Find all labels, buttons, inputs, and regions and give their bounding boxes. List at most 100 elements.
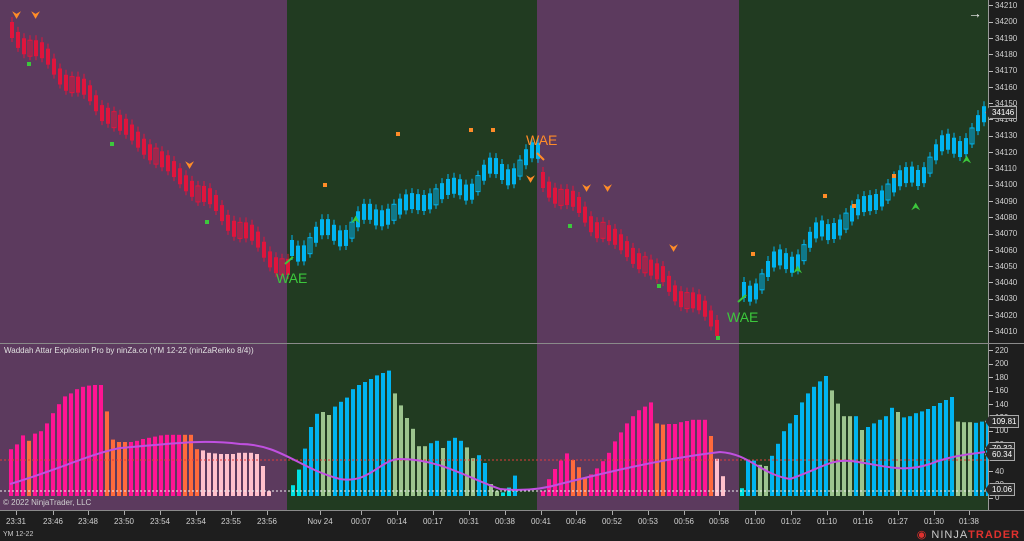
- candle: [446, 178, 450, 195]
- candle: [772, 251, 776, 268]
- candle: [530, 142, 534, 159]
- indicator-value-tag: 109.81: [985, 415, 1020, 428]
- time-label: 01:30: [923, 517, 945, 526]
- candle: [307, 237, 313, 255]
- candlestick-chart[interactable]: ⮟ ⮟ ⮟ ⮟ ⮟ ⮟ ⮟ ⮝ ⮝ ⮝ ⮝: [0, 0, 988, 343]
- scroll-to-latest-arrow-icon[interactable]: →: [968, 5, 982, 21]
- price-axis[interactable]: 34210 34200 34190 34180 34170 34160 34150 34140…: [985, 0, 1024, 343]
- price-tick: 34080: [989, 213, 1017, 222]
- indicator-tick: 220: [989, 346, 1008, 355]
- candle: [166, 155, 170, 172]
- time-tick-mark: [88, 511, 89, 515]
- candle: [976, 115, 980, 132]
- candle: [244, 222, 248, 239]
- time-label: 01:00: [744, 517, 766, 526]
- indicator-tick: 180: [989, 373, 1008, 382]
- price-tick: 34170: [989, 66, 1017, 75]
- candle: [607, 225, 611, 242]
- candle: [34, 40, 38, 57]
- candle: [940, 135, 944, 152]
- time-label: 23:48: [77, 517, 99, 526]
- candle: [302, 245, 306, 262]
- candle: [820, 220, 824, 237]
- time-label: 23:56: [256, 517, 278, 526]
- candle: [94, 95, 98, 112]
- candle: [111, 111, 117, 129]
- candle: [874, 194, 878, 211]
- indicator-tick: 200: [989, 359, 1008, 368]
- time-tick-mark: [469, 511, 470, 515]
- panel-divider[interactable]: [0, 343, 1024, 344]
- candle: [536, 142, 540, 159]
- candle: [410, 193, 414, 210]
- candle: [661, 266, 665, 283]
- instrument-label: YM 12-22: [3, 531, 34, 538]
- candle: [250, 224, 254, 241]
- indicator-tick: 140: [989, 400, 1008, 409]
- candle: [136, 131, 140, 148]
- candle: [506, 169, 510, 186]
- candle: [268, 251, 272, 268]
- price-tick: 34010: [989, 327, 1017, 336]
- candle: [118, 114, 122, 131]
- indicator-axis[interactable]: 220200180160140120100806040200109.8170.3…: [985, 344, 1024, 510]
- candle: [784, 253, 788, 270]
- candle: [433, 188, 439, 206]
- indicator-tick: 0: [989, 493, 999, 502]
- candle: [226, 214, 230, 231]
- svg-text:⮟: ⮟: [185, 159, 194, 172]
- svg-text:⮝: ⮝: [911, 200, 921, 213]
- candle: [172, 161, 176, 178]
- candle: [826, 224, 830, 241]
- time-label: 00:07: [350, 517, 372, 526]
- candle: [344, 229, 348, 246]
- candle: [637, 253, 641, 270]
- candle: [684, 292, 690, 310]
- candle: [832, 223, 836, 240]
- time-label: 23:55: [220, 517, 242, 526]
- candle: [843, 212, 849, 230]
- time-tick-mark: [124, 511, 125, 515]
- candle: [58, 68, 62, 85]
- candle: [885, 183, 891, 201]
- time-tick-mark: [231, 511, 232, 515]
- candle: [631, 247, 635, 264]
- time-label: 00:52: [601, 517, 623, 526]
- indicator-tick: 160: [989, 386, 1008, 395]
- candle: [898, 170, 902, 187]
- candle: [958, 141, 962, 158]
- time-label: 01:16: [852, 517, 874, 526]
- time-tick-mark: [863, 511, 864, 515]
- price-panel[interactable]: ⮟ ⮟ ⮟ ⮟ ⮟ ⮟ ⮟ ⮝ ⮝ ⮝ ⮝ WAE WAE WAE →: [0, 0, 988, 343]
- candle: [190, 180, 194, 197]
- candle: [76, 76, 80, 93]
- candle: [808, 231, 812, 248]
- candle: [124, 118, 128, 135]
- time-label: 00:58: [708, 517, 730, 526]
- candle: [613, 228, 617, 245]
- price-tick: 34090: [989, 197, 1017, 206]
- wae-sell-signal-label: WAE: [526, 132, 558, 148]
- candle: [748, 285, 752, 302]
- time-tick-mark: [827, 511, 828, 515]
- candle: [296, 245, 300, 262]
- candle: [160, 151, 164, 168]
- candle: [488, 157, 492, 174]
- time-tick-mark: [791, 511, 792, 515]
- candle: [558, 188, 564, 206]
- candle: [541, 172, 545, 188]
- candle: [391, 203, 397, 221]
- candle: [52, 58, 56, 75]
- svg-text:⮟: ⮟: [12, 9, 21, 22]
- svg-text:⮟: ⮟: [31, 9, 40, 22]
- time-label: 01:38: [958, 517, 980, 526]
- candle: [27, 39, 33, 57]
- price-tick: 34120: [989, 148, 1017, 157]
- candle: [374, 209, 378, 226]
- indicator-panel[interactable]: Waddah Attar Explosion Pro by ninZa.co (…: [0, 344, 988, 510]
- candle: [64, 74, 68, 91]
- candle: [553, 187, 557, 204]
- time-tick-mark: [160, 511, 161, 515]
- time-tick-mark: [16, 511, 17, 515]
